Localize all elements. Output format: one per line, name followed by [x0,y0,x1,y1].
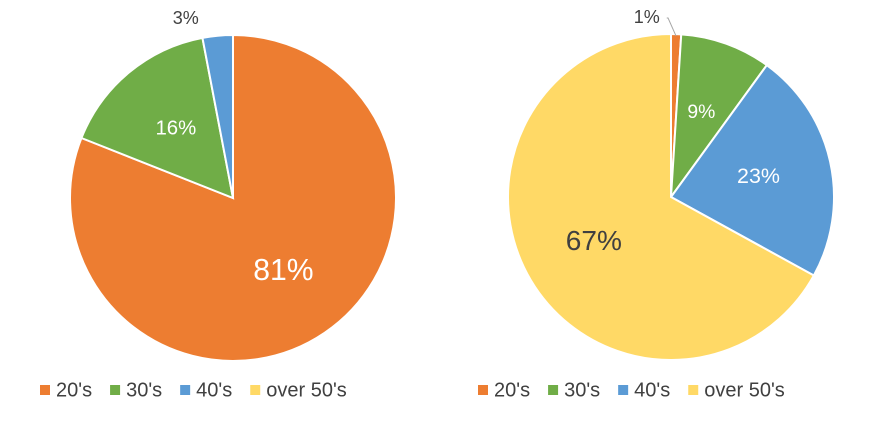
legend-swatch [250,385,261,395]
data-label: 67% [566,225,622,256]
legend-label: 40's [634,379,670,401]
legend-label: 40's [196,379,232,401]
pie-slice [669,33,769,201]
data-label: 9% [687,101,715,123]
legend-label: 30's [126,379,162,401]
legend-label: 20's [56,379,92,401]
pie-slice [669,63,835,277]
pie-slice [507,32,816,361]
data-label: 3% [173,8,199,28]
leader-line [666,17,677,37]
legend-swatch [618,385,629,395]
legend-swatch [180,385,191,395]
legend-swatch [688,385,699,395]
legend-swatch [40,385,50,395]
data-label: 23% [737,164,780,188]
legend-swatch [478,385,488,395]
legend-label: over 50's [704,379,785,401]
legend-label: over 50's [266,379,347,401]
legend-label: 20's [494,379,530,401]
legend-label: 30's [564,379,600,401]
legend-swatch [548,385,559,395]
pie-slice [80,36,235,200]
data-label: 1% [634,7,660,27]
legend-swatch [110,385,121,395]
data-label: 81% [253,254,313,287]
data-label: 16% [155,117,196,139]
